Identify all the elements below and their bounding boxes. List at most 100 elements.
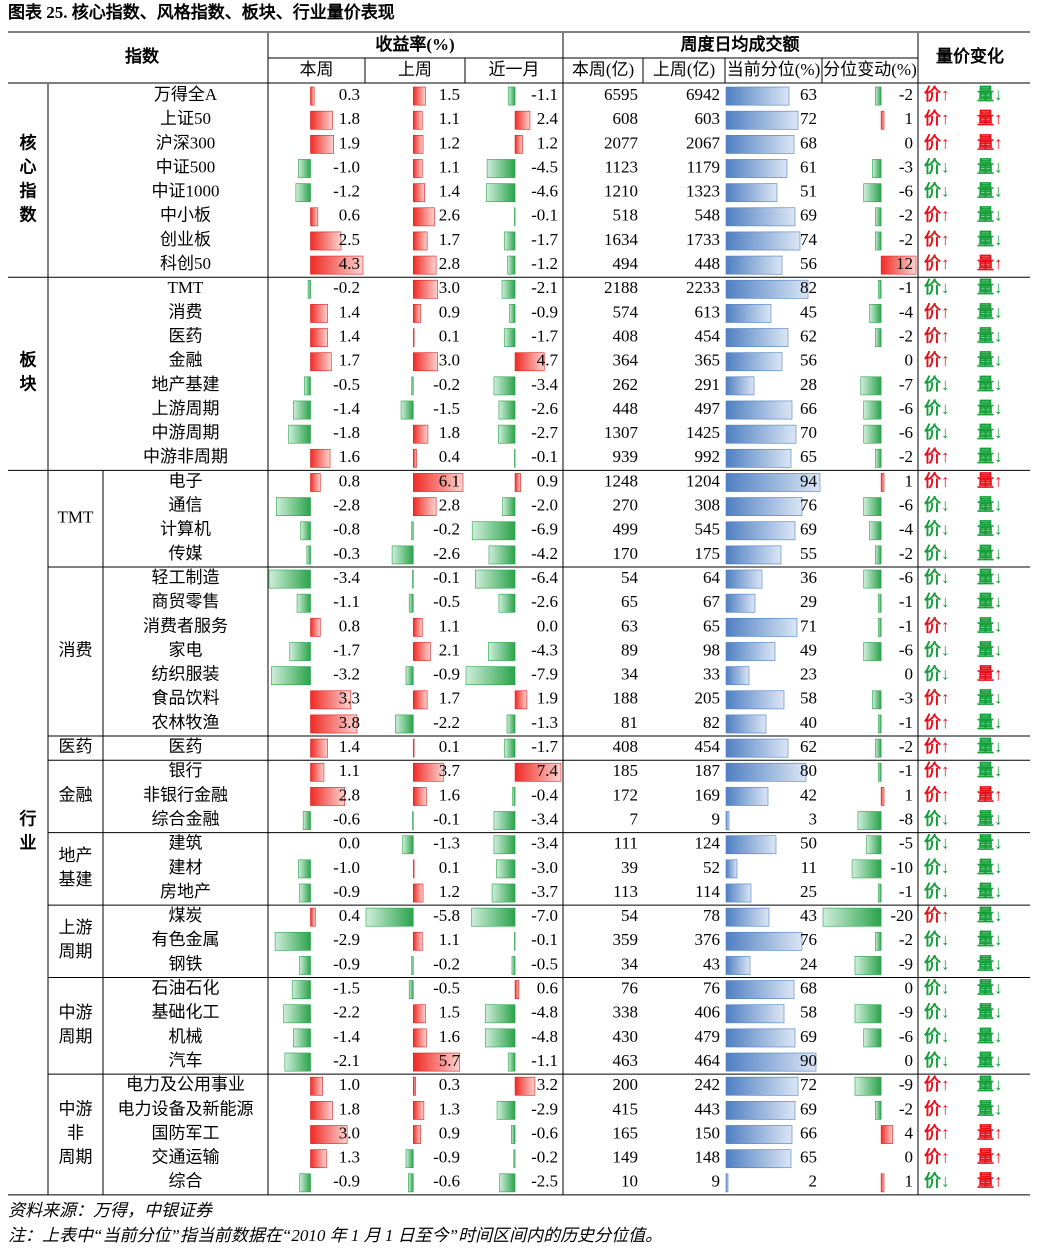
negative-bar — [471, 521, 516, 541]
row-name: 商贸零售 — [152, 592, 220, 611]
cell-value: 1 — [905, 785, 914, 804]
negative-bar — [514, 207, 516, 227]
cell-value: -2.7 — [531, 423, 558, 442]
percentile-bar — [725, 859, 738, 879]
positive-bar — [412, 1052, 461, 1072]
positive-bar — [310, 738, 328, 758]
cell-value: -0.6 — [333, 809, 360, 828]
positive-bar — [412, 859, 415, 879]
positive-bar — [514, 1076, 536, 1096]
row-name: 综合 — [169, 1172, 203, 1191]
percentile-bar — [725, 1004, 785, 1024]
cell-value: -1.5 — [433, 399, 460, 418]
cell-value: -0.9 — [333, 954, 360, 973]
cell-value: 68 — [800, 133, 817, 152]
negative-bar — [395, 714, 414, 734]
pv-signal: 量↑ — [977, 1147, 1003, 1167]
cell-value: 1123 — [605, 157, 638, 176]
cell-value: -10 — [890, 858, 913, 877]
cell-value: 5.7 — [439, 1051, 461, 1070]
negative-bar — [408, 1173, 414, 1193]
positive-bar — [412, 231, 428, 251]
cell-value: 0.9 — [537, 471, 558, 490]
positive-bar — [514, 352, 545, 372]
cell-value: 448 — [695, 254, 721, 273]
row-name: 基础化工 — [152, 1003, 220, 1022]
negative-bar — [877, 593, 882, 613]
pv-signal: 价↑ — [924, 447, 950, 466]
positive-bar — [412, 1076, 417, 1096]
cell-value: -20 — [890, 906, 913, 925]
pv-signal: 价↓ — [924, 930, 950, 949]
cell-value: 242 — [695, 1075, 721, 1094]
cell-value: 165 — [613, 1123, 639, 1142]
cell-value: 1210 — [604, 182, 638, 201]
row-name: 建筑 — [169, 834, 203, 853]
negative-bar — [875, 448, 882, 468]
cell-value: 0.3 — [439, 1075, 460, 1094]
cell-value: 0.8 — [339, 471, 360, 490]
positive-bar — [880, 1125, 894, 1144]
negative-bar — [877, 617, 882, 637]
percentile-bar — [725, 424, 797, 444]
cell-value: 55 — [800, 544, 817, 563]
pv-signal: 价↑ — [924, 326, 950, 345]
positive-bar — [310, 86, 315, 106]
cell-value: 3.0 — [439, 351, 460, 370]
cell-value: -0.1 — [531, 930, 558, 949]
cell-value: 308 — [695, 496, 721, 515]
cell-value: -0.5 — [333, 375, 360, 394]
row-name: 交通运输 — [152, 1148, 220, 1167]
pv-signal: 价↓ — [924, 1051, 950, 1070]
group-label: 医药 — [59, 737, 93, 756]
cell-value: 2.6 — [439, 206, 460, 225]
percentile-bar — [725, 617, 798, 637]
negative-bar — [411, 376, 414, 396]
cell-value: -3.2 — [333, 665, 360, 684]
cell-value: -2.2 — [333, 1003, 360, 1022]
row-name: 计算机 — [160, 520, 211, 539]
cell-value: 443 — [695, 1099, 721, 1118]
cell-value: 172 — [613, 785, 639, 804]
percentile-bar — [725, 931, 803, 951]
cell-value: 1 — [905, 109, 914, 128]
row-name: 沪深300 — [156, 133, 216, 152]
cell-value: 548 — [695, 206, 721, 225]
cell-value: 1.6 — [339, 447, 360, 466]
cell-value: 1.7 — [339, 351, 361, 370]
cell-value: -0.4 — [531, 785, 558, 804]
negative-bar — [863, 424, 882, 444]
cell-value: 448 — [613, 399, 639, 418]
cell-value: -0.6 — [433, 1172, 460, 1191]
cell-value: 464 — [695, 1051, 721, 1070]
negative-bar — [502, 497, 516, 516]
cell-value: -1.0 — [333, 157, 360, 176]
pv-signal: 量↓ — [977, 615, 1003, 635]
negative-bar — [400, 400, 414, 420]
pv-signal: 量↓ — [977, 1050, 1003, 1070]
cell-value: 1179 — [687, 157, 720, 176]
pv-signal: 价↑ — [924, 351, 950, 370]
negative-bar — [511, 1125, 516, 1144]
positive-bar — [412, 1125, 421, 1144]
cell-value: 56 — [800, 351, 817, 370]
negative-bar — [306, 545, 311, 565]
cell-value: -0.9 — [433, 1148, 460, 1167]
cell-value: 454 — [695, 326, 721, 345]
negative-bar — [493, 835, 516, 855]
cell-value: 0.6 — [339, 206, 360, 225]
cell-value: 12 — [896, 254, 913, 273]
row-name: 有色金属 — [152, 930, 220, 949]
positive-bar — [514, 110, 531, 130]
negative-bar — [872, 690, 882, 710]
pv-signal: 量↑ — [977, 1171, 1003, 1191]
cell-value: 406 — [695, 1003, 721, 1022]
row-name: 国防军工 — [152, 1123, 220, 1142]
cell-value: -0.9 — [333, 882, 360, 901]
cell-value: -2.6 — [531, 592, 558, 611]
positive-bar — [412, 424, 429, 444]
pv-signal: 价↑ — [924, 785, 950, 804]
positive-bar — [514, 135, 523, 154]
cell-value: 1 — [905, 471, 914, 490]
negative-bar — [493, 811, 516, 830]
